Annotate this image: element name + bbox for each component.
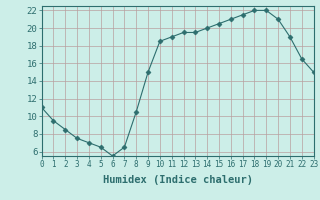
X-axis label: Humidex (Indice chaleur): Humidex (Indice chaleur) bbox=[103, 175, 252, 185]
